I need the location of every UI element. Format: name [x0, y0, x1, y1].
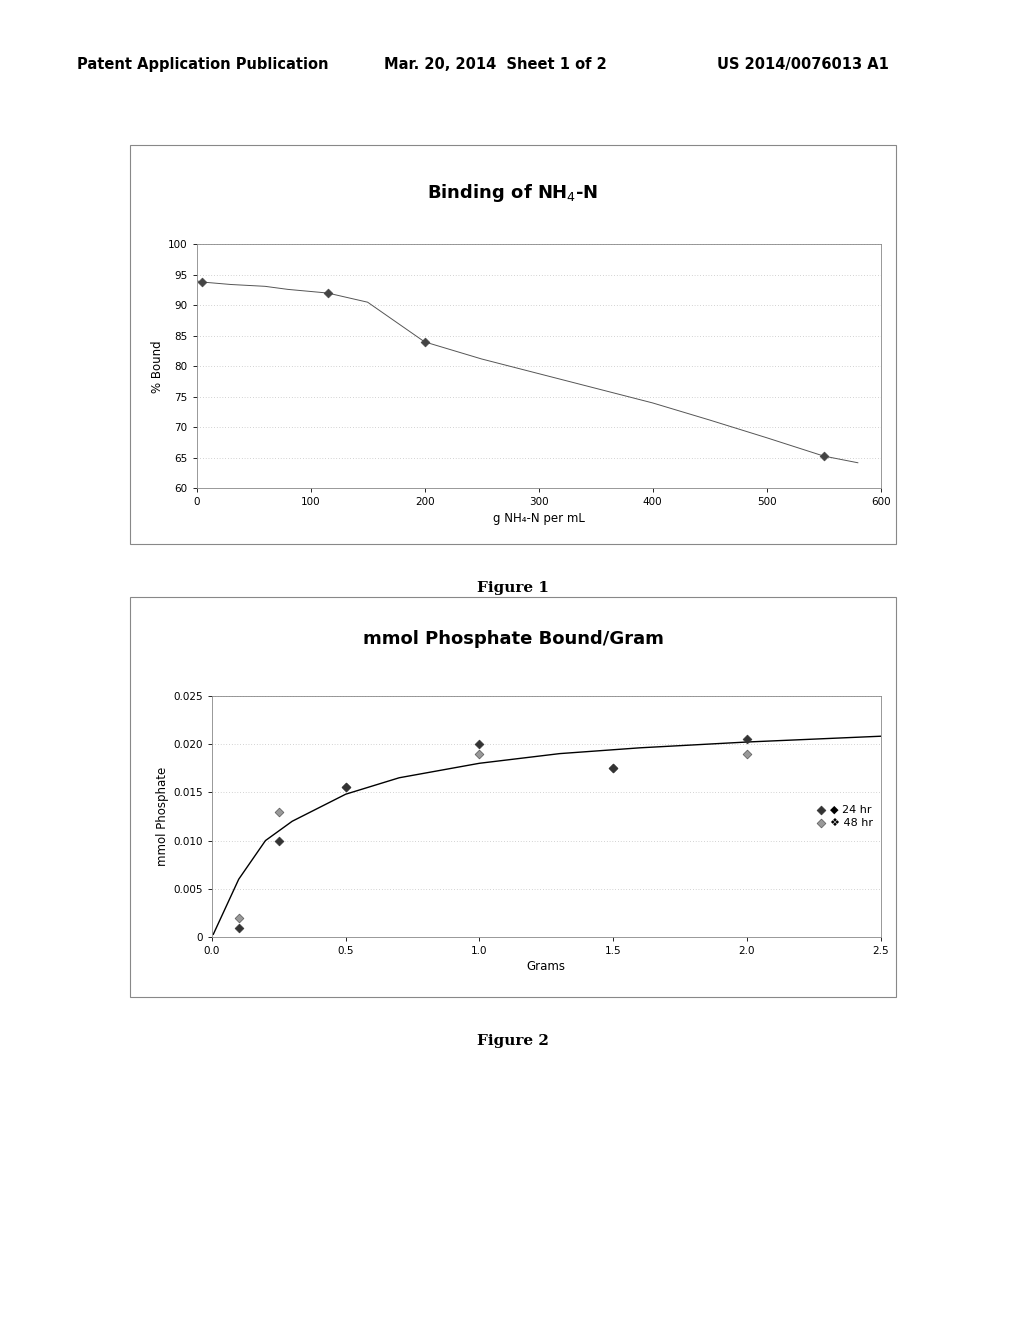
- ❖ 48 hr: [338, 777, 354, 799]
- ◆ 24 hr: [605, 758, 622, 779]
- ❖ 48 hr: [270, 801, 287, 822]
- Legend: ◆ 24 hr, ❖ 48 hr: ◆ 24 hr, ❖ 48 hr: [814, 803, 876, 830]
- Y-axis label: mmol Phosphate: mmol Phosphate: [156, 767, 169, 866]
- Text: Figure 1: Figure 1: [477, 581, 549, 595]
- Text: Patent Application Publication: Patent Application Publication: [77, 57, 329, 71]
- ❖ 48 hr: [230, 907, 247, 928]
- ❖ 48 hr: [605, 758, 622, 779]
- Point: [815, 445, 831, 466]
- X-axis label: g NH₄-N per mL: g NH₄-N per mL: [493, 512, 585, 524]
- Text: Binding of NH$_4$-N: Binding of NH$_4$-N: [427, 182, 599, 205]
- ◆ 24 hr: [471, 734, 487, 755]
- ❖ 48 hr: [471, 743, 487, 764]
- Text: US 2014/0076013 A1: US 2014/0076013 A1: [717, 57, 889, 71]
- Point: [195, 272, 211, 293]
- ❖ 48 hr: [738, 743, 755, 764]
- Text: mmol Phosphate Bound/Gram: mmol Phosphate Bound/Gram: [362, 630, 664, 648]
- ◆ 24 hr: [230, 917, 247, 939]
- ◆ 24 hr: [738, 729, 755, 750]
- Text: Mar. 20, 2014  Sheet 1 of 2: Mar. 20, 2014 Sheet 1 of 2: [384, 57, 607, 71]
- X-axis label: Grams: Grams: [526, 961, 566, 973]
- ◆ 24 hr: [338, 777, 354, 799]
- Y-axis label: % Bound: % Bound: [151, 341, 164, 392]
- Point: [417, 331, 433, 352]
- Text: Figure 2: Figure 2: [477, 1034, 549, 1048]
- Point: [319, 282, 336, 304]
- ◆ 24 hr: [270, 830, 287, 851]
